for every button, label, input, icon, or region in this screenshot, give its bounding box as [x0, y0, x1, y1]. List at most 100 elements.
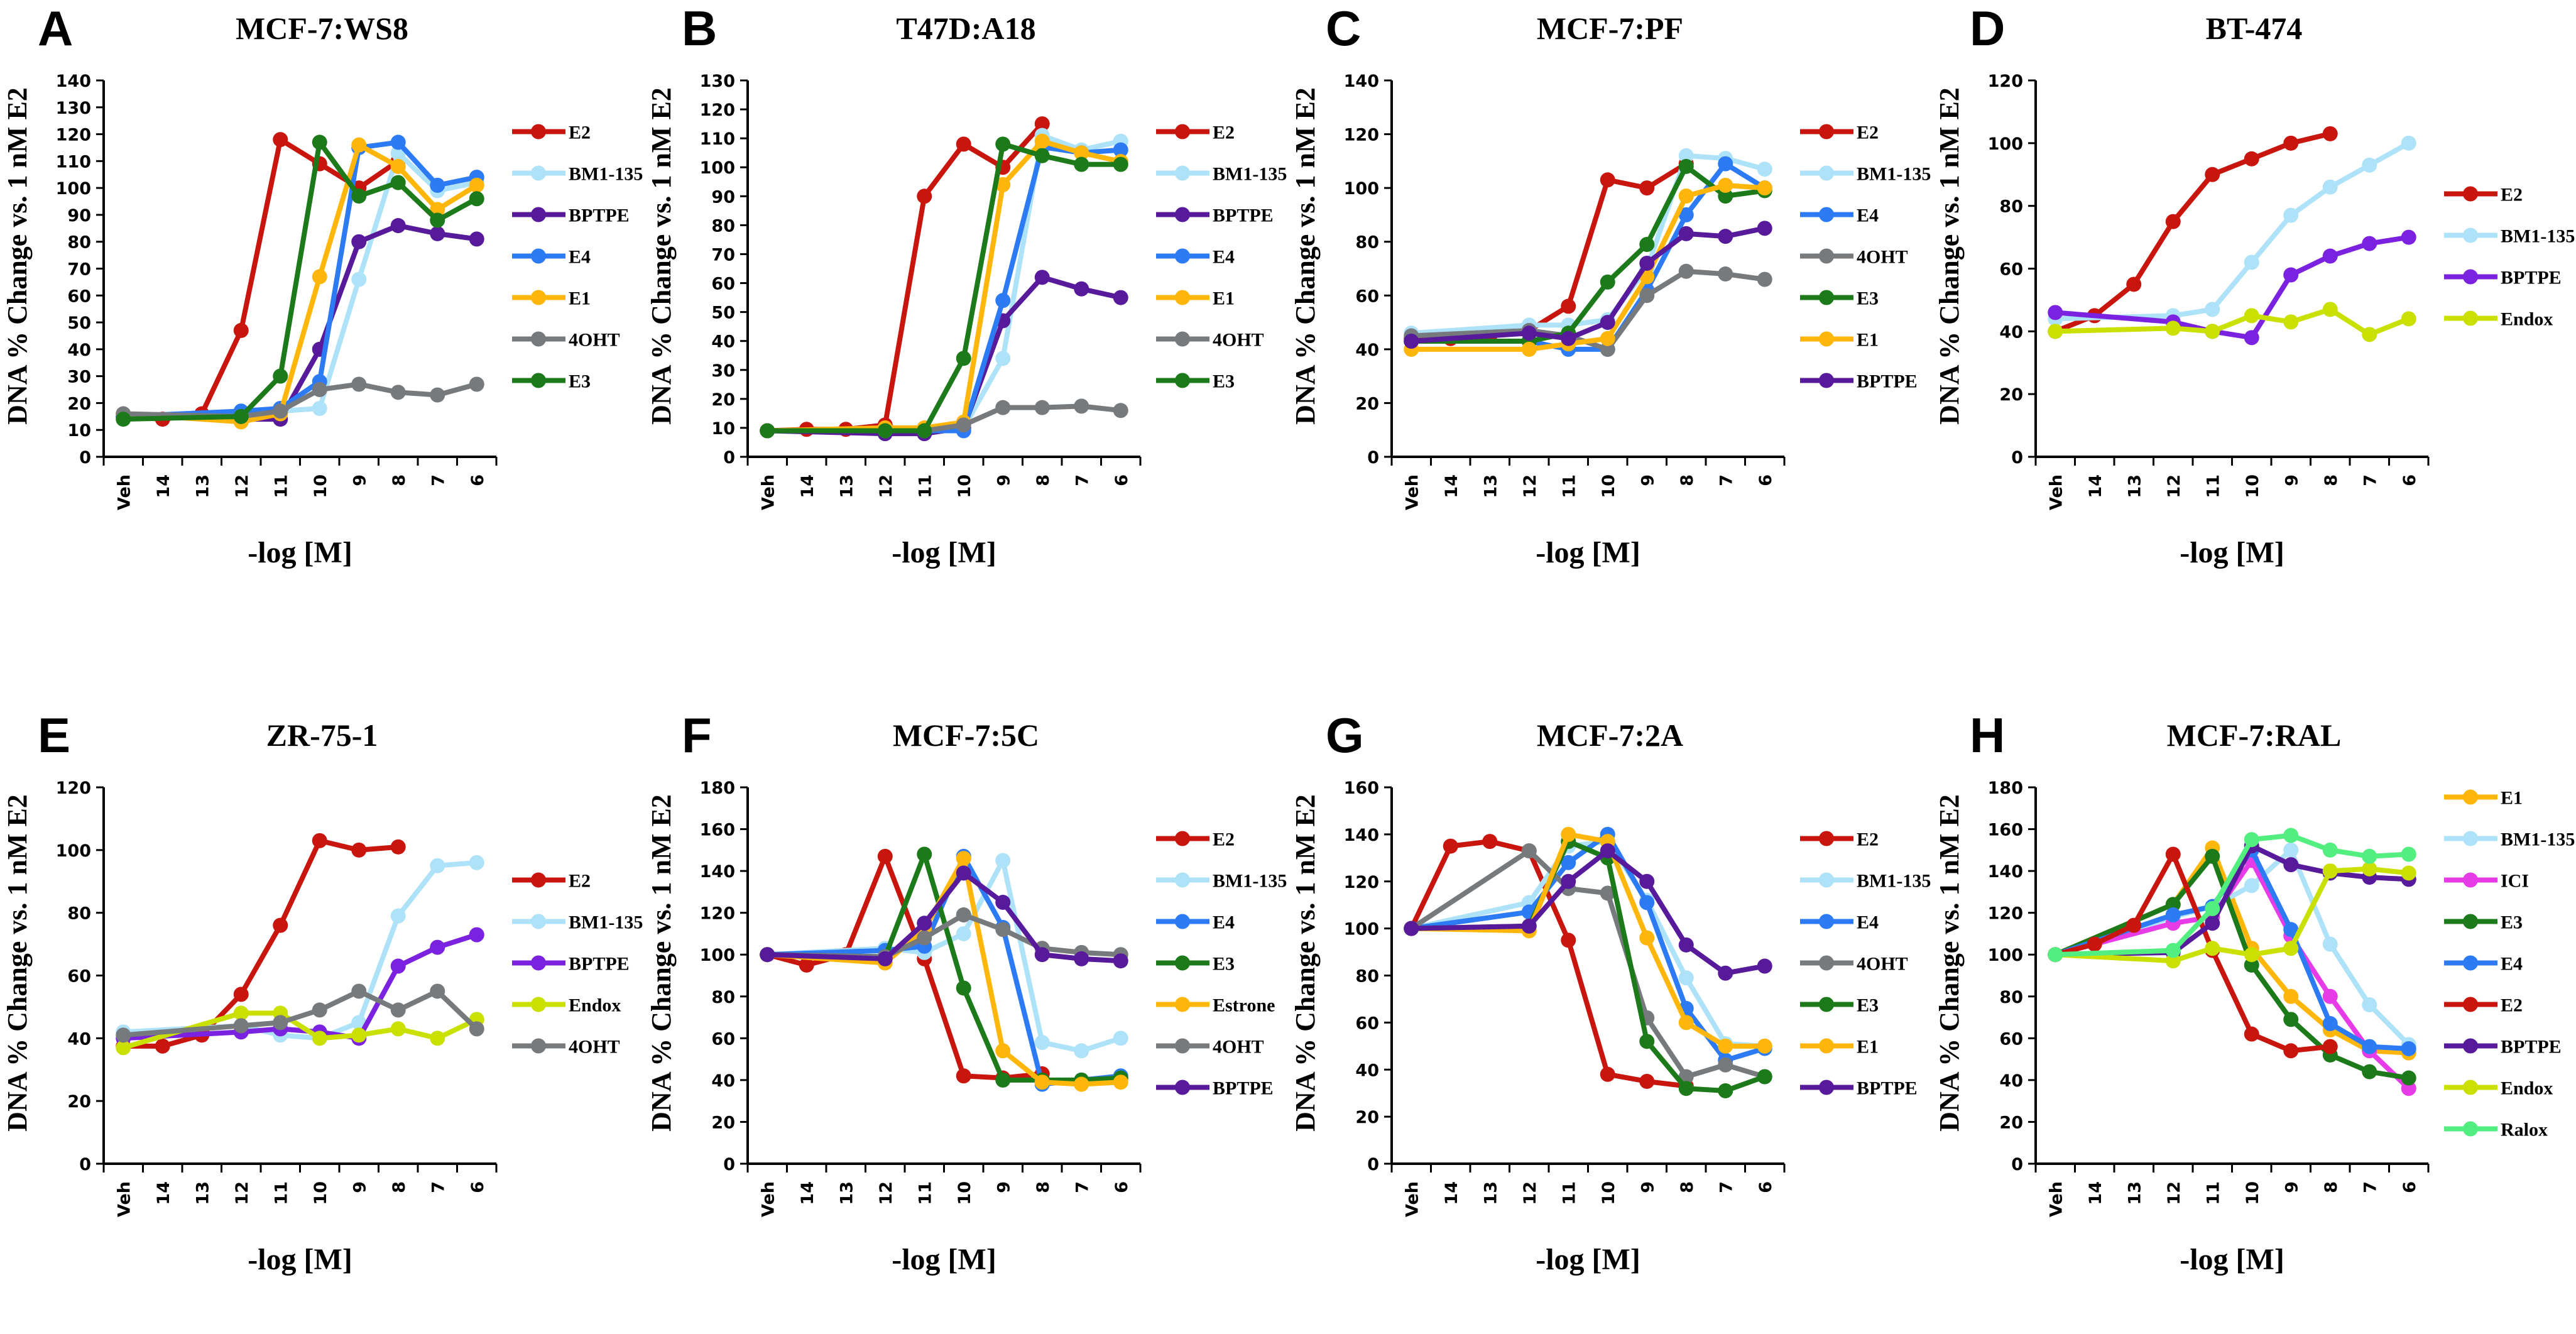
x-tick-label: 12 — [2164, 474, 2184, 498]
data-point — [1678, 1081, 1694, 1096]
y-tick-label: 100 — [56, 179, 91, 199]
data-point — [2165, 320, 2181, 336]
x-tick-label: 10 — [311, 474, 330, 498]
legend-marker — [1175, 872, 1190, 888]
y-tick-label: 120 — [1344, 126, 1379, 145]
data-point — [1639, 1034, 1655, 1049]
x-tick-label: 14 — [798, 1181, 817, 1205]
legend-marker — [2463, 997, 2478, 1012]
data-point — [2283, 1012, 2299, 1027]
legend-item: E2 — [512, 871, 591, 892]
legend-marker — [531, 997, 546, 1012]
legend-marker — [1175, 997, 1190, 1012]
data-point — [2165, 846, 2181, 862]
panel-e: E ZR-75-1 DNA % Change vs. 1 nM E2 -log [M]… — [0, 666, 644, 1334]
data-point — [1521, 341, 1537, 357]
x-axis-label: -log [M] — [892, 536, 996, 569]
data-point — [1034, 116, 1050, 132]
x-tick-label: 14 — [2086, 474, 2105, 498]
series-bptpe — [760, 270, 1128, 442]
legend-marker — [2463, 1121, 2478, 1137]
y-tick-label: 140 — [1344, 826, 1379, 845]
series-e3 — [760, 136, 1128, 439]
legend-marker — [2463, 310, 2478, 326]
x-tick-label: 13 — [193, 474, 212, 498]
data-point — [2165, 953, 2181, 969]
data-point — [917, 423, 932, 439]
legend-label: E1 — [2501, 788, 2523, 809]
legend-item: E4 — [2444, 954, 2523, 975]
series-e1 — [1404, 177, 1772, 357]
chart-svg: E ZR-75-1 DNA % Change vs. 1 nM E2 -log [M]… — [2, 708, 643, 1276]
data-point — [351, 1027, 367, 1043]
y-axis-label: DNA % Change vs. 1 nM E2 — [1290, 87, 1321, 425]
x-tick-label: 8 — [1678, 1181, 1697, 1193]
legend-item: E1 — [512, 288, 591, 309]
legend-label: E3 — [1213, 954, 1235, 975]
chart-svg: B T47D:A18 DNA % Change vs. 1 nM E2 -log [M… — [646, 1, 1287, 569]
legend-item: E2 — [1156, 829, 1235, 850]
data-point — [995, 400, 1011, 415]
data-point — [1113, 953, 1128, 969]
x-tick-label: 6 — [2400, 474, 2420, 486]
data-point — [351, 137, 367, 153]
data-point — [995, 177, 1011, 192]
x-tick-label: 8 — [1034, 474, 1053, 486]
legend-marker — [531, 290, 546, 305]
legend-marker — [1175, 248, 1190, 264]
y-tick-label: 120 — [700, 904, 735, 924]
series-line — [1411, 831, 1765, 1049]
x-tick-label: 12 — [2164, 1181, 2184, 1205]
legend-label: BPTPE — [1213, 205, 1274, 226]
chart-title: ZR-75-1 — [266, 718, 378, 753]
legend-item: 4OHT — [1156, 1037, 1264, 1058]
x-tick-label: Veh — [1402, 1181, 1422, 1217]
y-tick-label: 50 — [67, 314, 91, 333]
data-point — [917, 189, 932, 204]
panel-h: H MCF-7:RAL DNA % Change vs. 1 nM E2 -log [… — [1932, 666, 2576, 1334]
y-axis-label: DNA % Change vs. 1 nM E2 — [646, 87, 677, 425]
data-point — [430, 983, 445, 999]
data-point — [2283, 842, 2299, 858]
data-point — [2362, 997, 2377, 1013]
data-point — [2205, 302, 2220, 317]
data-point — [1678, 937, 1694, 953]
x-tick-label: 11 — [915, 474, 935, 498]
series-line — [123, 139, 478, 419]
legend-marker — [1819, 955, 1834, 971]
data-point — [1074, 281, 1089, 297]
y-tick-label: 100 — [700, 946, 735, 965]
legend-label: Estrone — [1213, 995, 1275, 1016]
y-tick-label: 80 — [711, 988, 735, 1007]
data-point — [1718, 188, 1733, 204]
legend-item: 4OHT — [1156, 330, 1264, 351]
series-4oht — [116, 983, 484, 1043]
y-tick-label: 130 — [56, 99, 91, 118]
legend-marker — [1819, 248, 1834, 264]
legend-item: E3 — [512, 371, 591, 392]
data-point — [877, 423, 893, 439]
legend-marker — [2463, 269, 2478, 285]
legend-label: E2 — [1857, 829, 1879, 850]
x-tick-label: 13 — [1481, 474, 1500, 498]
legend-label: BM1-135 — [1213, 164, 1287, 185]
y-tick-label: 140 — [1988, 862, 2023, 882]
data-point — [2362, 327, 2377, 342]
data-point — [1757, 221, 1772, 236]
data-point — [1561, 331, 1576, 346]
data-point — [877, 951, 893, 966]
legend-item: ICI — [2444, 871, 2529, 892]
y-tick-label: 30 — [711, 361, 735, 381]
panel-letter: D — [1970, 1, 2005, 56]
x-tick-label: Veh — [114, 474, 134, 510]
x-tick-label: 12 — [1520, 474, 1540, 498]
data-point — [469, 927, 484, 943]
series-endox — [2048, 302, 2416, 342]
legend-item: BM1-135 — [512, 164, 643, 185]
legend-label: BPTPE — [569, 954, 630, 975]
x-tick-label: 6 — [1112, 474, 1132, 486]
series-ralox — [2048, 828, 2416, 963]
legend-item: E2 — [512, 123, 591, 143]
legend-marker — [1175, 165, 1190, 181]
legend-label: E2 — [1213, 123, 1235, 143]
